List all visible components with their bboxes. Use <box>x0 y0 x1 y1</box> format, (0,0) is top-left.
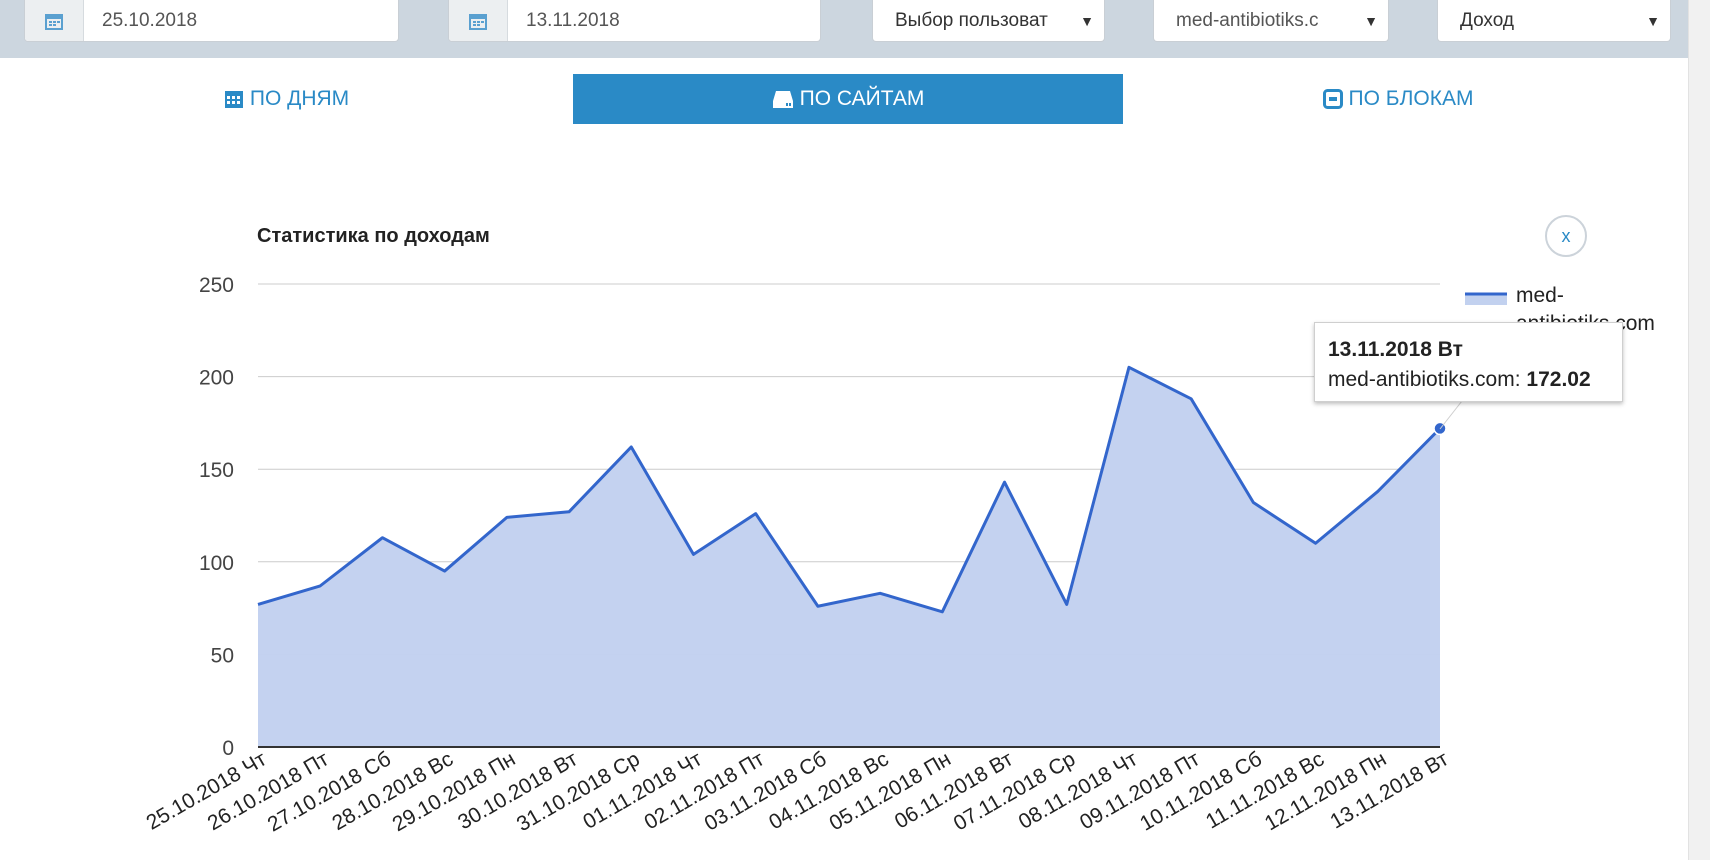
caret-down-icon: ▼ <box>1364 12 1378 29</box>
chart-tooltip: 13.11.2018 Вт med-antibiotiks.com: 172.0… <box>1314 322 1623 402</box>
caret-down-icon: ▼ <box>1646 12 1660 29</box>
metric-select-value: Доход <box>1460 9 1514 31</box>
series-line <box>257 365 1442 614</box>
y-tick-label: 0 <box>222 737 234 760</box>
user-select[interactable]: Выбор пользоват ▼ <box>872 0 1105 42</box>
date-from-input[interactable]: 25.10.2018 <box>102 9 198 31</box>
tab-by-blocks[interactable]: ПО БЛОКАМ <box>1123 74 1673 124</box>
y-tick-label: 150 <box>199 459 234 482</box>
block-icon <box>1322 89 1343 109</box>
site-select-value: med-antibiotiks.c <box>1176 9 1319 31</box>
tooltip-pointer <box>1439 400 1480 430</box>
date-to-group[interactable]: 13.11.2018 <box>448 0 821 42</box>
y-tick-label: 50 <box>211 644 234 667</box>
caret-down-icon: ▼ <box>1080 12 1094 29</box>
page-scrollbar[interactable] <box>1688 0 1710 860</box>
drive-icon <box>772 89 794 109</box>
calendar-icon[interactable] <box>449 0 508 41</box>
date-to-input[interactable]: 13.11.2018 <box>526 9 620 31</box>
tab-by-blocks-label: ПО БЛОКАМ <box>1348 87 1474 110</box>
y-tick-label: 200 <box>199 367 234 390</box>
user-select-value: Выбор пользоват <box>895 9 1048 31</box>
legend-swatch <box>1465 293 1507 305</box>
tooltip-series: med-antibiotiks.com: <box>1328 368 1521 391</box>
site-select[interactable]: med-antibiotiks.c ▼ <box>1153 0 1389 42</box>
tab-by-sites-label: ПО САЙТАМ <box>799 87 925 110</box>
date-from-group[interactable]: 25.10.2018 <box>24 0 399 42</box>
metric-select[interactable]: Доход ▼ <box>1437 0 1671 42</box>
tooltip-value: 172.02 <box>1526 368 1591 391</box>
close-icon: x <box>1561 225 1571 246</box>
calendar-icon <box>224 89 244 109</box>
chart-title: Статистика по доходам <box>257 225 490 247</box>
tooltip-date: 13.11.2018 Вт <box>1328 338 1463 361</box>
tooltip-value-line: med-antibiotiks.com: 172.02 <box>1328 365 1609 395</box>
y-tick-label: 250 <box>199 274 234 297</box>
tab-by-sites[interactable]: ПО САЙТАМ <box>573 74 1123 124</box>
close-chart-button[interactable]: x <box>1545 215 1587 257</box>
tab-by-days-label: ПО ДНЯМ <box>249 87 350 110</box>
y-tick-label: 100 <box>199 552 234 575</box>
tab-by-days[interactable]: ПО ДНЯМ <box>0 74 573 124</box>
series-area <box>258 367 1440 747</box>
calendar-icon[interactable] <box>25 0 84 41</box>
